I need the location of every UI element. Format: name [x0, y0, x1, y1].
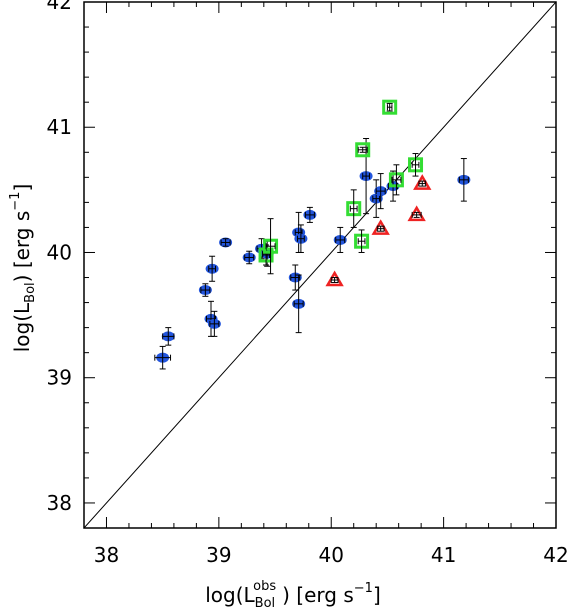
data-point: [303, 206, 317, 223]
x-axis-label: log(LBol obs ) [erg s−1]: [205, 579, 381, 609]
data-point: [457, 158, 471, 202]
square-marker: [355, 142, 371, 158]
data-point: [382, 99, 398, 115]
tick-labels: 38 38 39 39 40 40 41 41 42 42: [47, 0, 569, 567]
data-point: [359, 138, 373, 215]
data-point: [292, 274, 306, 334]
data-point: [408, 153, 424, 177]
data-point: [371, 219, 390, 235]
data-point: [413, 174, 432, 190]
data-point: [288, 264, 302, 291]
x-tick-label: 39: [206, 543, 231, 567]
x-axis-label-unit-exp: −1: [354, 581, 373, 596]
y-axis-label-prefix: log(L: [10, 302, 34, 352]
series-triangle: [325, 174, 432, 287]
y-tick-label: 40: [47, 240, 72, 264]
data-point: [219, 237, 233, 248]
data-point: [263, 218, 279, 275]
plot-area: [84, 2, 556, 528]
y-axis-label-sub: Bol: [23, 282, 38, 302]
data-point: [369, 179, 383, 218]
data-point: [346, 189, 362, 228]
data-point: [161, 327, 175, 346]
triangle-marker: [407, 205, 426, 222]
data-point: [294, 224, 308, 253]
x-axis-label-suffix: ) [erg s: [282, 583, 354, 607]
square-marker: [382, 99, 398, 115]
data-point: [242, 250, 256, 265]
x-tick-label: 38: [94, 543, 119, 567]
y-tick-label: 41: [47, 115, 72, 139]
data-point: [355, 142, 371, 158]
data-point: [388, 164, 404, 196]
data-point: [354, 229, 370, 253]
x-tick-label: 42: [543, 543, 568, 567]
y-axis-label-close: ]: [10, 184, 34, 192]
x-axis-label-prefix: log(L: [205, 583, 255, 607]
x-axis-label-close: ]: [373, 583, 381, 607]
series-square: [258, 99, 424, 275]
data-point: [198, 283, 212, 297]
data-point: [374, 173, 388, 210]
one-to-one-line: [84, 2, 556, 528]
y-axis-label-suffix: ) [erg s: [10, 211, 34, 283]
y-tick-label: 39: [47, 366, 72, 390]
y-tick-label: 38: [47, 491, 72, 515]
y-tick-label: 42: [47, 0, 72, 14]
data-point: [292, 211, 306, 253]
data-point: [205, 255, 219, 282]
x-axis-label-sup: obs: [253, 579, 276, 594]
series-circle: [154, 138, 471, 370]
data-point: [154, 345, 172, 370]
data-point: [325, 270, 344, 287]
plot-frame: [83, 1, 557, 529]
data-point: [333, 226, 347, 253]
x-tick-label: 41: [431, 543, 456, 567]
data-point: [207, 310, 221, 337]
y-axis-label-unit-exp: −1: [8, 192, 23, 211]
x-tick-label: 40: [319, 543, 344, 567]
data-point: [204, 300, 218, 337]
y-axis-label: log(LBol) [erg s−1]: [8, 184, 38, 353]
x-axis-label-sub: Bol: [255, 596, 275, 609]
data-point: [407, 205, 426, 222]
